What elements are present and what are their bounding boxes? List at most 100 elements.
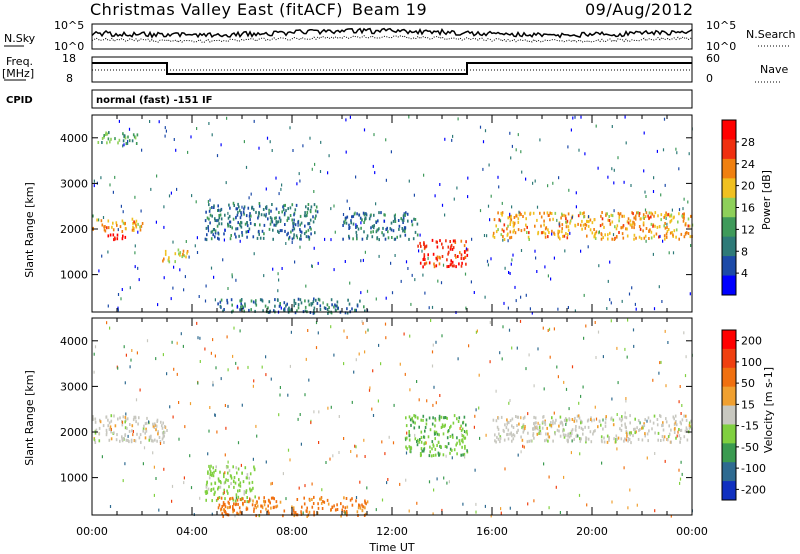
scatter-point (204, 347, 206, 351)
scatter-point (245, 490, 247, 494)
scatter-point (614, 225, 616, 229)
colorbar-segment (722, 236, 736, 257)
scatter-point (230, 234, 232, 237)
scatter-point (320, 497, 322, 501)
scatter-point (221, 512, 223, 516)
scatter-point (456, 436, 458, 440)
scatter-point (218, 216, 221, 220)
scatter-point (503, 438, 506, 442)
scatter-point (687, 224, 690, 228)
scatter-point (268, 208, 270, 212)
scatter-point (613, 437, 615, 441)
scatter-point (550, 212, 553, 215)
scatter-point (618, 417, 621, 421)
scatter-point (537, 421, 539, 425)
scatter-point (115, 438, 118, 442)
scatter-point (368, 388, 371, 392)
scatter-point (309, 226, 311, 229)
scatter-point (431, 364, 434, 368)
scatter-point (133, 228, 135, 232)
scatter-point (630, 431, 632, 435)
scatter-point (270, 496, 273, 500)
scatter-point (98, 432, 101, 436)
scatter-point (143, 446, 146, 450)
scatter-point (683, 435, 686, 439)
scatter-point (413, 426, 416, 430)
scatter-point (565, 387, 568, 391)
scatter-point (412, 237, 415, 241)
scatter-point (501, 211, 504, 215)
scatter-point (511, 434, 513, 438)
scatter-point (121, 219, 124, 223)
colorbar-segment (722, 120, 736, 140)
scatter-point (666, 222, 668, 226)
scatter-point (224, 505, 227, 509)
scatter-point (656, 149, 658, 153)
scatter-point (501, 201, 503, 205)
scatter-point (464, 436, 467, 440)
scatter-point (500, 415, 503, 419)
scatter-point (271, 149, 273, 152)
scatter-point (289, 214, 292, 217)
scatter-point (440, 415, 443, 419)
scatter-point (105, 415, 108, 419)
scatter-point (240, 221, 243, 225)
scatter-point (108, 438, 111, 442)
scatter-point (626, 432, 629, 436)
scatter-point (599, 224, 602, 228)
scatter-point (664, 237, 666, 241)
scatter-point (494, 439, 496, 443)
scatter-point (676, 151, 678, 155)
scatter-point (403, 226, 406, 230)
scatter-point (271, 481, 273, 485)
scatter-point (437, 451, 440, 455)
scatter-point (604, 233, 606, 237)
scatter-point (213, 492, 215, 496)
scatter-point (250, 488, 253, 492)
scatter-point (273, 505, 275, 509)
scatter-point (567, 432, 569, 436)
scatter-point (249, 472, 252, 476)
scatter-point (343, 220, 346, 224)
scatter-point (677, 220, 679, 224)
scatter-point (552, 181, 554, 185)
scatter-point (622, 236, 625, 240)
scatter-point (446, 258, 448, 262)
scatter-point (230, 298, 233, 302)
scatter-point (299, 229, 302, 233)
scatter-point (108, 421, 111, 425)
scatter-point (243, 309, 245, 313)
scatter-point (229, 206, 231, 210)
scatter-point (299, 237, 301, 241)
scatter-point (662, 438, 665, 442)
scatter-point (234, 481, 237, 485)
scatter-point (284, 223, 286, 226)
scatter-point (484, 295, 486, 299)
scatter-point (354, 308, 356, 312)
scatter-point (255, 424, 257, 428)
scatter-point (363, 305, 365, 309)
scatter-point (448, 480, 450, 484)
scatter-point (678, 237, 680, 241)
scatter-point (163, 430, 166, 434)
scatter-point (239, 484, 242, 488)
scatter-point (163, 257, 165, 261)
scatter-point (662, 239, 664, 243)
scatter-point (170, 191, 172, 195)
scatter-point (137, 222, 139, 226)
scatter-point (479, 209, 482, 213)
scatter-point (249, 499, 251, 503)
scatter-point (245, 489, 248, 493)
scatter-point (436, 245, 439, 249)
colorbar-tick-label: 28 (741, 136, 755, 149)
scatter-point (249, 218, 251, 222)
scatter-point (634, 302, 636, 306)
nsky-label: N.Sky (4, 32, 36, 45)
scatter-point (522, 416, 525, 420)
scatter-point (547, 235, 549, 239)
scatter-point (544, 439, 546, 443)
scatter-point (217, 231, 219, 235)
scatter-point (94, 431, 97, 435)
scatter-point (234, 232, 236, 236)
scatter-point (509, 220, 512, 224)
